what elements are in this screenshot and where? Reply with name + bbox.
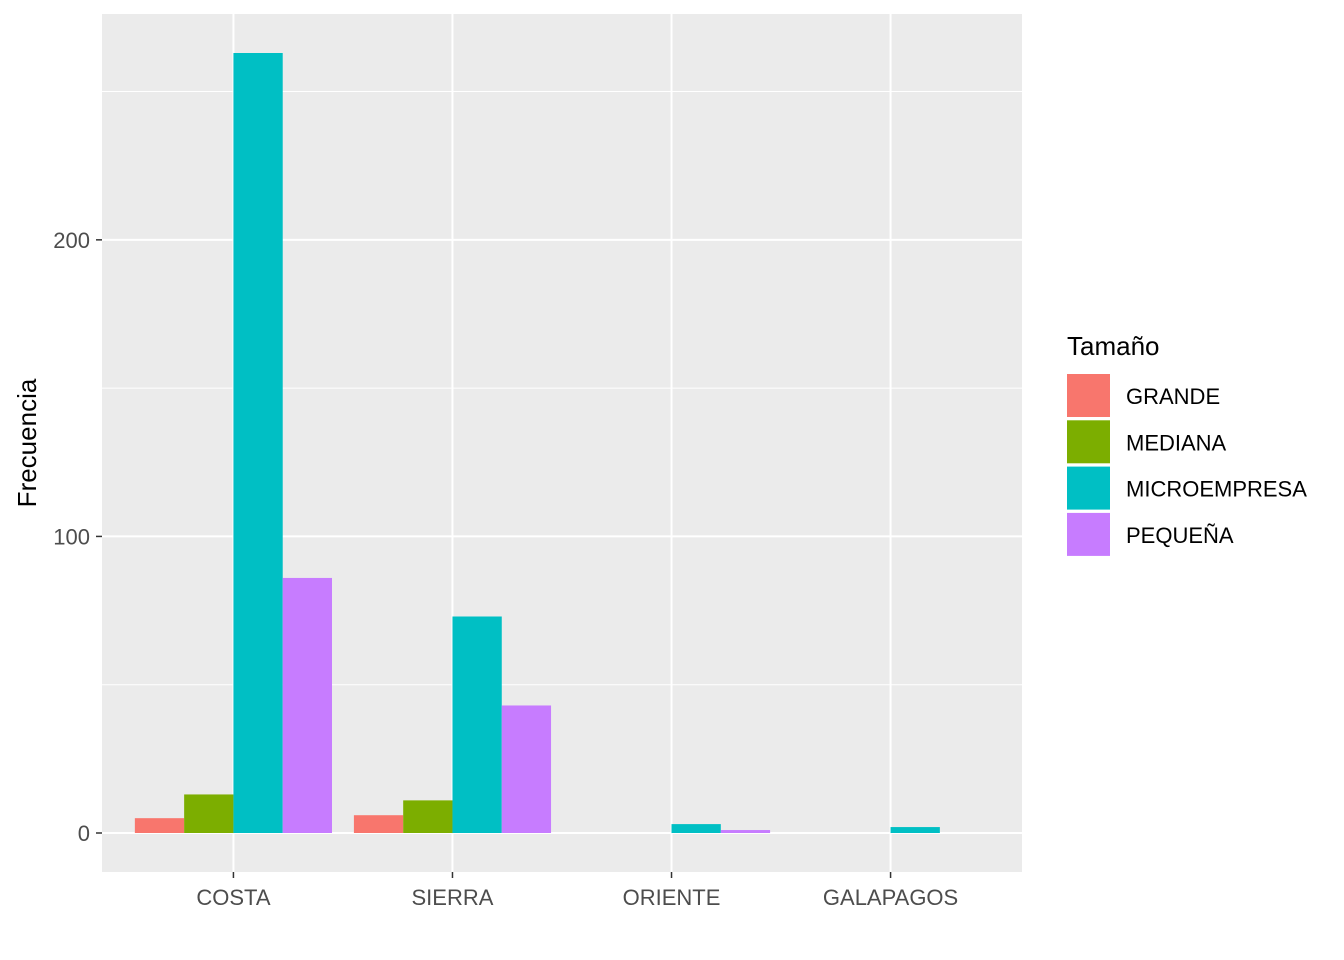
bar-mediana-sierra: [403, 800, 453, 833]
bar-grande-sierra: [353, 815, 404, 833]
bars: [134, 53, 940, 833]
x-axis: COSTA SIERRA ORIENTE GALAPAGOS: [196, 872, 958, 910]
y-axis-title: Frecuencia: [12, 378, 42, 507]
legend-swatch-mediana: [1067, 420, 1110, 464]
bar-microempresa-oriente: [671, 824, 721, 833]
x-tick-label: ORIENTE: [623, 885, 721, 910]
legend-label: PEQUEÑA: [1126, 523, 1234, 548]
bar-pequeña-oriente: [720, 830, 771, 833]
legend-swatch-grande: [1067, 374, 1110, 417]
bar-microempresa-sierra: [452, 616, 502, 833]
legend: Tamaño GRANDE MEDIANA MICROEMPRESA PEQUEÑA: [1067, 331, 1307, 556]
bar-grande-costa: [134, 818, 185, 833]
legend-swatch-microempresa: [1067, 466, 1110, 510]
legend-label: MEDIANA: [1126, 430, 1227, 455]
legend-swatch-pequeña: [1067, 512, 1110, 556]
y-tick-label: 0: [78, 821, 90, 846]
legend-label: GRANDE: [1126, 384, 1220, 409]
bar-microempresa-galapagos: [890, 827, 940, 833]
x-tick-label: GALAPAGOS: [823, 885, 958, 910]
legend-label: MICROEMPRESA: [1126, 477, 1307, 502]
bar-microempresa-costa: [233, 53, 283, 833]
legend-title: Tamaño: [1067, 331, 1160, 361]
bar-pequeña-costa: [282, 577, 332, 833]
y-tick-label: 100: [53, 524, 90, 549]
x-tick-label: COSTA: [196, 885, 270, 910]
x-tick-label: SIERRA: [412, 885, 494, 910]
y-axis: 0 100 200: [53, 228, 102, 846]
y-tick-label: 200: [53, 228, 90, 253]
bar-pequeña-sierra: [501, 705, 552, 833]
bar-mediana-costa: [184, 794, 234, 833]
